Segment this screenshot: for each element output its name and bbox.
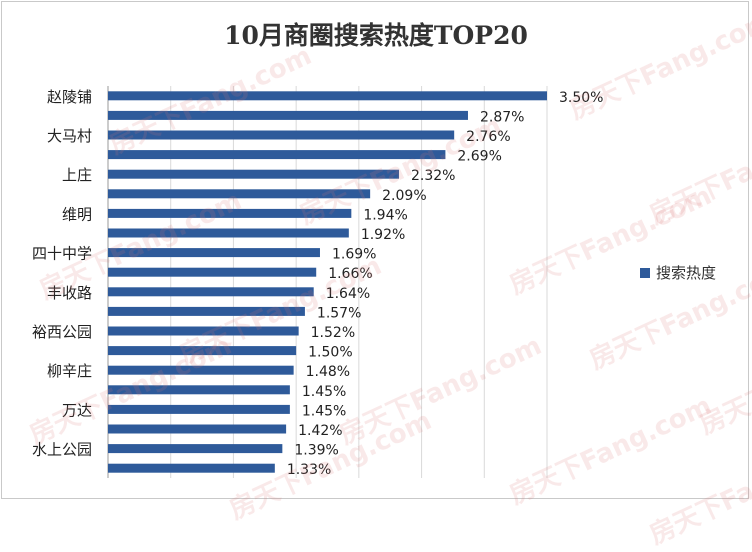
bar bbox=[108, 404, 290, 414]
data-label: 1.52% bbox=[311, 325, 355, 341]
category-label: 大马村 bbox=[47, 127, 92, 145]
category-label: 赵陵铺 bbox=[47, 88, 92, 106]
category-label: 裕西公园 bbox=[32, 323, 92, 341]
chart-title: 10月商圈搜索热度TOP20 bbox=[224, 21, 528, 50]
legend: 搜索热度 bbox=[640, 262, 716, 283]
bar bbox=[108, 208, 352, 218]
bar bbox=[108, 444, 283, 454]
data-label: 1.45% bbox=[302, 384, 346, 400]
data-label: 1.45% bbox=[302, 403, 346, 419]
bar bbox=[108, 306, 305, 316]
bar bbox=[108, 424, 287, 434]
data-label: 3.50% bbox=[559, 90, 603, 106]
data-label: 2.32% bbox=[411, 168, 455, 184]
data-label: 2.87% bbox=[480, 109, 524, 125]
bar bbox=[108, 228, 349, 238]
bar bbox=[108, 150, 446, 160]
category-label: 柳辛庄 bbox=[47, 362, 92, 380]
bar bbox=[108, 130, 455, 140]
category-label: 水上公园 bbox=[32, 441, 92, 459]
bar bbox=[108, 91, 547, 101]
category-label: 丰收路 bbox=[47, 284, 92, 302]
bar bbox=[108, 189, 371, 199]
legend-swatch bbox=[640, 267, 650, 278]
bar bbox=[108, 169, 399, 179]
bar bbox=[108, 110, 468, 120]
data-label: 1.42% bbox=[298, 423, 342, 439]
data-label: 1.94% bbox=[363, 207, 407, 223]
bar bbox=[108, 326, 299, 336]
bar bbox=[108, 385, 290, 395]
data-label: 1.39% bbox=[294, 443, 338, 459]
data-label: 1.57% bbox=[317, 305, 361, 321]
data-label: 2.69% bbox=[457, 149, 501, 165]
bar bbox=[108, 463, 275, 473]
category-label: 维明 bbox=[62, 205, 92, 223]
bar bbox=[108, 248, 320, 258]
data-label: 1.92% bbox=[361, 227, 405, 243]
data-label: 1.69% bbox=[332, 247, 376, 263]
legend-label: 搜索热度 bbox=[656, 264, 717, 282]
bar bbox=[108, 365, 294, 375]
bar bbox=[108, 346, 297, 356]
bar bbox=[108, 287, 314, 297]
data-label: 2.76% bbox=[466, 129, 510, 145]
data-label: 1.66% bbox=[328, 266, 372, 282]
data-label: 1.33% bbox=[287, 462, 331, 478]
category-label: 万达 bbox=[62, 401, 92, 419]
data-label: 1.50% bbox=[308, 345, 352, 361]
bar bbox=[108, 267, 317, 277]
chart-frame bbox=[1, 1, 749, 499]
category-label: 四十中学 bbox=[32, 245, 92, 263]
data-label: 1.48% bbox=[306, 364, 350, 380]
data-label: 1.64% bbox=[326, 286, 370, 302]
category-label: 上庄 bbox=[62, 166, 92, 184]
bar-chart: 3.50% 赵陵铺 2.87% 2.76% 大马村 2.69%2.32% 上庄 2.09% 1.… bbox=[32, 86, 603, 478]
data-label: 2.09% bbox=[382, 188, 426, 204]
